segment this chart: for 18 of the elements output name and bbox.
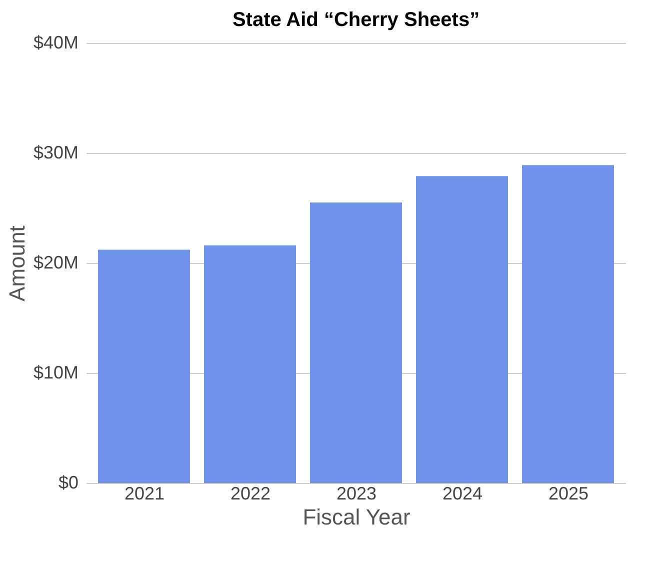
y-axis-title: Amount — [4, 226, 30, 302]
y-tick-label: $40M — [33, 32, 78, 52]
bar — [98, 250, 190, 483]
bar — [204, 245, 296, 483]
y-tick-label: $30M — [33, 142, 78, 162]
x-tick-label: 2025 — [548, 484, 589, 504]
bar — [522, 165, 614, 483]
x-tick-label: 2023 — [336, 484, 377, 504]
x-tick-label: 2021 — [124, 484, 165, 504]
bar — [416, 176, 508, 483]
x-tick-label: 2022 — [230, 484, 271, 504]
y-tick-label: $0 — [58, 472, 78, 492]
y-tick-label: $20M — [33, 252, 78, 272]
x-tick-label: 2024 — [442, 484, 483, 504]
chart-title: State Aid “Cherry Sheets” — [232, 9, 480, 31]
x-axis-title: Fiscal Year — [302, 504, 410, 530]
y-tick-label: $10M — [33, 362, 78, 382]
bar — [310, 202, 402, 483]
